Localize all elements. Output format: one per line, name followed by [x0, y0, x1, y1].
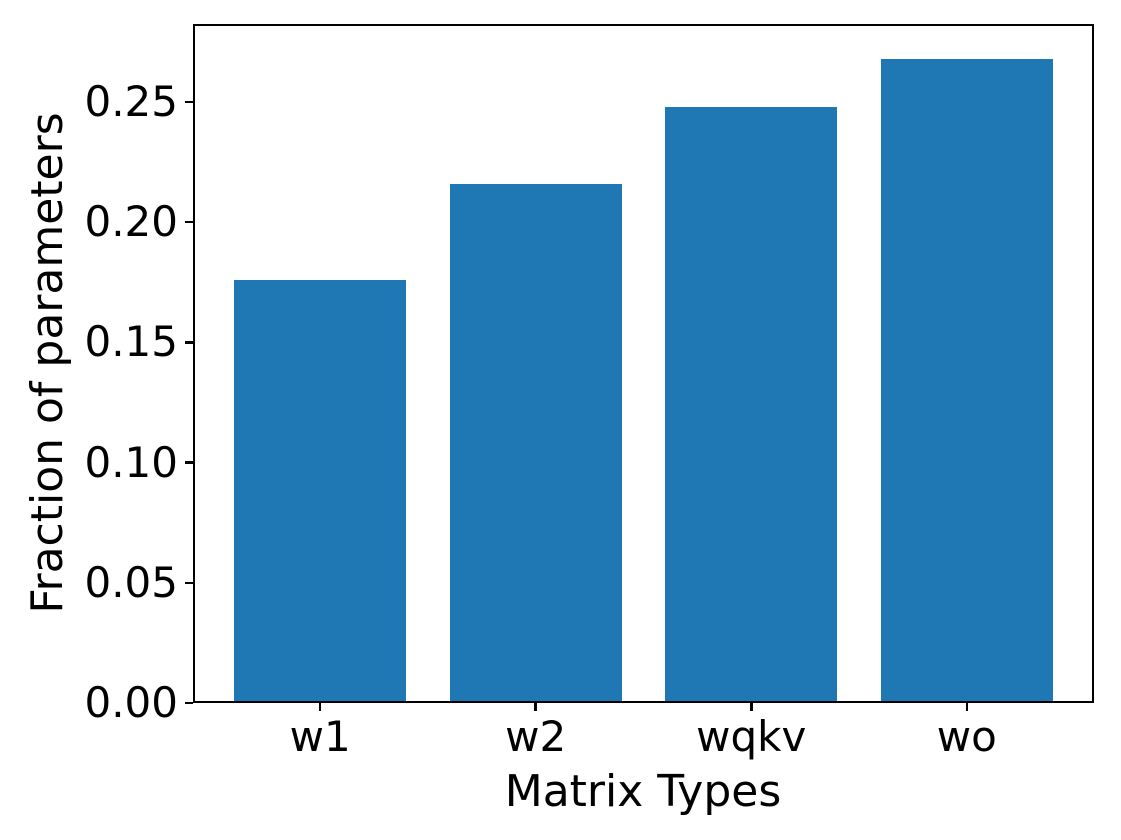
x-axis-label: Matrix Types [504, 766, 782, 817]
y-tick-mark-0.15 [185, 341, 193, 344]
bar-w1 [233, 279, 407, 701]
y-tick-mark-0.20 [185, 220, 193, 224]
bar-w2 [449, 183, 622, 701]
y-tick-label-0.10: 0.10 [84, 437, 178, 487]
y-tick-label-0.15: 0.15 [84, 317, 178, 367]
y-tick-label-0.05: 0.05 [84, 557, 178, 607]
bar-wqkv [665, 106, 838, 701]
x-tick-label-wo: wo [936, 712, 997, 761]
y-tick-mark-0.10 [185, 461, 193, 464]
y-tick-mark-0.00 [185, 701, 193, 705]
bar-wo [880, 58, 1054, 701]
x-tick-mark-wqkv [750, 703, 753, 711]
x-tick-mark-w1 [318, 703, 322, 711]
x-tick-label-wqkv: wqkv [696, 712, 807, 761]
x-tick-label-w1: w1 [289, 712, 351, 761]
y-tick-mark-0.25 [185, 100, 193, 104]
x-tick-label-w2: w2 [505, 712, 567, 761]
x-tick-mark-wo [965, 703, 969, 711]
y-tick-label-0.00: 0.00 [84, 678, 178, 727]
x-tick-mark-w2 [534, 703, 537, 711]
y-tick-label-0.20: 0.20 [84, 197, 178, 247]
y-tick-mark-0.05 [185, 581, 193, 585]
y-tick-label-0.25: 0.25 [84, 76, 178, 126]
